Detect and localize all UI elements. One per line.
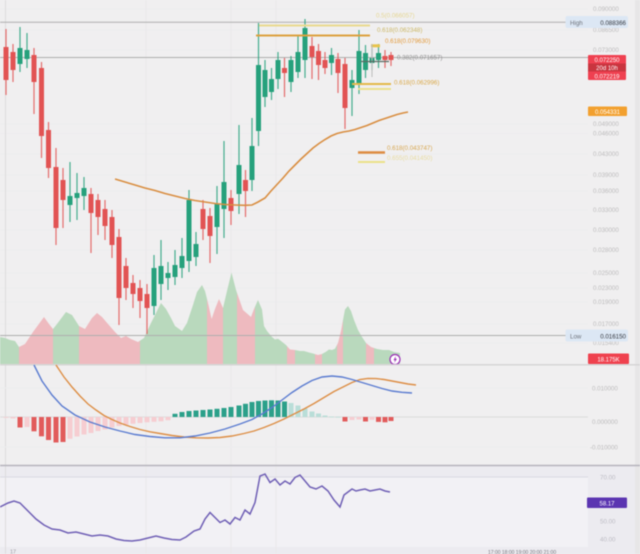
svg-text:0.072219: 0.072219 bbox=[594, 74, 620, 80]
svg-text:0.023000: 0.023000 bbox=[593, 285, 619, 292]
svg-text:17:00 18:00 19:00 20:00 21:00: 17:00 18:00 19:00 20:00 21:00 bbox=[488, 550, 556, 554]
svg-text:0.655(0.041450): 0.655(0.041450) bbox=[387, 155, 432, 162]
svg-text:0.054331: 0.054331 bbox=[595, 110, 621, 116]
svg-text:0.618(0.079630): 0.618(0.079630) bbox=[385, 38, 430, 45]
svg-text:0.017000: 0.017000 bbox=[593, 321, 619, 328]
svg-text:0.618(0.062348): 0.618(0.062348) bbox=[377, 27, 422, 34]
svg-text:50.00: 50.00 bbox=[600, 519, 616, 526]
svg-text:17: 17 bbox=[10, 550, 16, 554]
svg-text:58.17: 58.17 bbox=[599, 502, 615, 508]
svg-text:0.043000: 0.043000 bbox=[593, 151, 619, 158]
svg-text:0.015400: 0.015400 bbox=[593, 340, 619, 347]
svg-text:18.175K: 18.175K bbox=[597, 358, 619, 364]
svg-text:0.618(0.043747): 0.618(0.043747) bbox=[387, 145, 432, 152]
svg-text:0.025000: 0.025000 bbox=[593, 270, 619, 277]
svg-text:0.019000: 0.019000 bbox=[593, 299, 619, 306]
svg-text:40.00: 40.00 bbox=[600, 537, 616, 544]
svg-text:Low: Low bbox=[570, 334, 582, 341]
svg-text:0.5(0.066057): 0.5(0.066057) bbox=[376, 13, 415, 20]
svg-text:0.010000: 0.010000 bbox=[592, 386, 618, 393]
svg-text:0.046000: 0.046000 bbox=[593, 131, 619, 138]
svg-text:0.382(0.071657): 0.382(0.071657) bbox=[397, 55, 442, 62]
svg-text:0.030000: 0.030000 bbox=[593, 227, 619, 234]
svg-text:0.016150: 0.016150 bbox=[600, 334, 626, 341]
svg-text:0.618(0.062996): 0.618(0.062996) bbox=[394, 80, 439, 87]
svg-text:-0.010000: -0.010000 bbox=[590, 445, 618, 452]
svg-text:0.000000: 0.000000 bbox=[592, 419, 618, 426]
svg-text:20d 10h: 20d 10h bbox=[596, 66, 618, 72]
svg-text:0.039000: 0.039000 bbox=[593, 172, 619, 179]
svg-text:0.033000: 0.033000 bbox=[593, 207, 619, 214]
svg-text:0.036000: 0.036000 bbox=[593, 188, 619, 195]
svg-text:0.088366: 0.088366 bbox=[600, 20, 626, 27]
svg-text:0.028000: 0.028000 bbox=[593, 247, 619, 254]
svg-text:0.072250: 0.072250 bbox=[594, 58, 620, 64]
svg-text:0.090000: 0.090000 bbox=[593, 6, 619, 13]
svg-text:0.073000: 0.073000 bbox=[593, 47, 619, 54]
svg-text:70.00: 70.00 bbox=[600, 475, 616, 482]
svg-text:0.086500: 0.086500 bbox=[593, 27, 619, 34]
svg-text:High: High bbox=[570, 20, 583, 27]
svg-text:0.049000: 0.049000 bbox=[593, 121, 619, 128]
